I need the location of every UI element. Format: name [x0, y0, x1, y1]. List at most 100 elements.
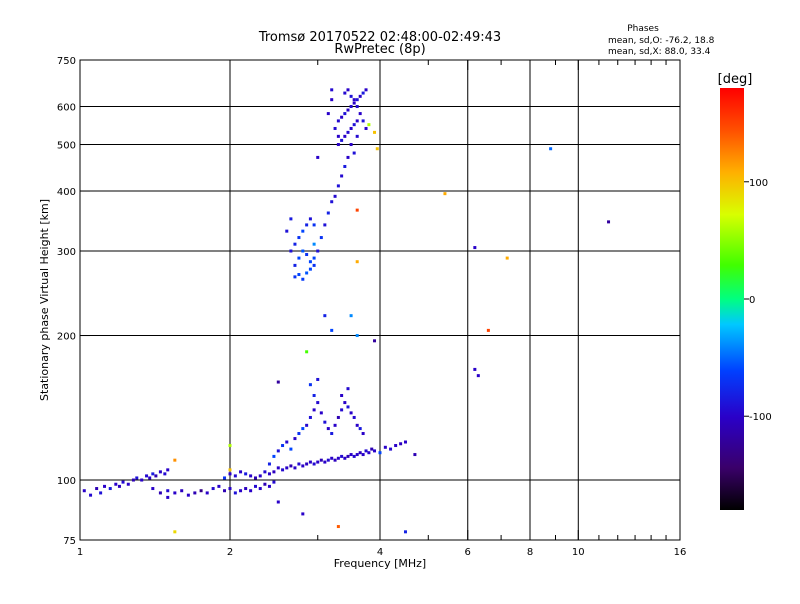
data-point: [355, 105, 359, 109]
data-point: [361, 119, 365, 123]
data-point: [326, 211, 330, 215]
colorbar-label: [deg]: [718, 72, 753, 87]
data-point: [308, 383, 312, 387]
data-point: [355, 134, 359, 138]
data-point: [355, 423, 359, 427]
data-point: [355, 334, 359, 338]
data-point: [403, 530, 407, 534]
data-point: [326, 112, 330, 116]
data-point: [239, 470, 243, 474]
data-point: [349, 143, 353, 147]
y-tick-label: 600: [57, 103, 76, 114]
data-point: [297, 273, 301, 277]
data-point: [486, 328, 490, 332]
data-point: [333, 126, 337, 130]
data-point: [312, 256, 316, 260]
data-point: [305, 350, 309, 354]
data-point: [367, 123, 371, 127]
data-point: [233, 491, 237, 495]
data-point: [443, 192, 447, 196]
data-point: [340, 408, 344, 412]
data-point: [145, 474, 149, 478]
data-point: [117, 484, 121, 488]
data-point: [361, 453, 365, 457]
phases-mean-x: mean, sd,X: 88.0, 33.4: [608, 47, 711, 57]
data-point: [330, 200, 334, 204]
data-point: [358, 427, 362, 431]
data-point: [367, 451, 371, 455]
data-point: [343, 401, 347, 405]
data-point: [293, 275, 297, 279]
data-point: [186, 493, 190, 497]
data-point: [336, 143, 340, 147]
data-point: [289, 464, 293, 468]
data-point: [297, 256, 301, 260]
y-tick-label: 75: [63, 536, 76, 547]
data-point: [352, 98, 356, 102]
y-axis-label: Stationary phase Virtual Height [km]: [38, 199, 51, 401]
data-point: [293, 466, 297, 470]
data-point: [131, 478, 135, 482]
data-point: [312, 462, 316, 466]
data-point: [349, 314, 353, 318]
data-point: [151, 472, 155, 476]
data-point: [343, 456, 347, 460]
data-point: [272, 480, 276, 484]
data-point: [305, 462, 309, 466]
data-point: [358, 112, 362, 116]
data-point: [308, 267, 312, 271]
data-point: [193, 491, 197, 495]
data-point: [349, 411, 353, 415]
data-point: [349, 105, 353, 109]
data-point: [233, 474, 237, 478]
data-point: [343, 134, 347, 138]
data-point: [276, 380, 280, 384]
data-point: [297, 236, 301, 240]
data-point: [330, 456, 334, 460]
x-tick-label: 16: [674, 547, 687, 558]
data-point: [312, 394, 316, 398]
data-point: [370, 447, 374, 451]
x-tick-label: 6: [465, 547, 471, 558]
x-tick-label: 1: [77, 547, 83, 558]
data-point: [352, 101, 356, 105]
data-point: [293, 437, 297, 441]
data-point: [272, 470, 276, 474]
data-point: [276, 466, 280, 470]
data-point: [312, 242, 316, 246]
data-point: [308, 415, 312, 419]
data-point: [373, 339, 377, 343]
data-point: [349, 453, 353, 457]
data-point: [305, 223, 309, 227]
data-point: [305, 253, 309, 257]
data-point: [358, 94, 362, 98]
data-point: [223, 489, 227, 493]
data-point: [166, 495, 170, 499]
data-point: [263, 470, 267, 474]
data-point: [413, 453, 417, 457]
data-point: [308, 460, 312, 464]
colorbar-tick-label: -100: [749, 412, 772, 423]
colorbar-ticks: 100 0 -100: [744, 178, 772, 423]
data-point: [319, 458, 323, 462]
data-point: [114, 482, 118, 486]
x-tick-label: 2: [227, 547, 233, 558]
data-point: [267, 462, 271, 466]
data-point: [326, 458, 330, 462]
data-point: [276, 449, 280, 453]
data-point: [346, 387, 350, 391]
data-point: [473, 246, 477, 250]
chart-title: Tromsø 20170522 02:48:00-02:49:43: [258, 30, 501, 45]
data-point: [389, 447, 393, 451]
data-point: [297, 432, 301, 436]
axis-ticks: 1 2 4 6 8 10 16 75 100 200 300 400 500 600 750: [57, 56, 686, 558]
data-point: [323, 460, 327, 464]
data-point: [333, 423, 337, 427]
data-point: [336, 525, 340, 529]
data-point: [340, 394, 344, 398]
data-point: [249, 474, 253, 478]
data-point: [173, 491, 177, 495]
data-point: [505, 256, 509, 260]
